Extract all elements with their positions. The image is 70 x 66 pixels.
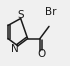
Text: Br: Br: [45, 7, 56, 17]
Text: N: N: [11, 44, 19, 54]
Text: S: S: [17, 10, 24, 20]
Text: O: O: [37, 49, 45, 59]
